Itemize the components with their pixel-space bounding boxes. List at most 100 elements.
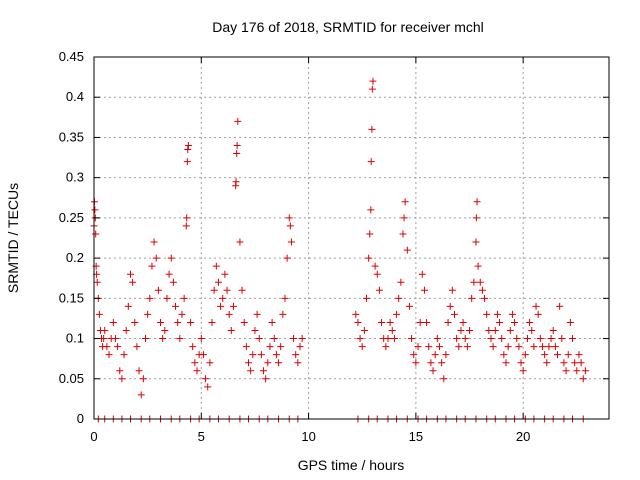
data-point [272,351,280,359]
data-point [489,343,497,351]
y-axis-label: SRMTID / TECUs [5,183,21,293]
data-point [290,335,298,343]
plot-frame [93,56,610,420]
data-point [223,286,231,294]
data-point [148,262,156,270]
data-point [378,318,386,326]
data-point [191,359,199,367]
data-point [154,286,162,294]
data-point [352,310,360,318]
chart-title: Day 176 of 2018, SRMTID for receiver mch… [212,19,484,35]
data-point [508,310,516,318]
y-axis-ticks: 0 0.05 0.1 0.15 0.2 0.25 0.3 0.35 0.4 0.45 [59,49,609,426]
data-point [560,359,568,367]
data-point [425,343,433,351]
data-point [410,351,418,359]
data-point [287,238,295,246]
data-point [172,302,180,310]
data-point [296,343,304,351]
data-point [551,343,559,351]
data-point [208,318,216,326]
data-point [233,141,241,149]
data-point [167,254,175,262]
data-point [152,254,160,262]
data-point [174,318,182,326]
data-point [504,343,512,351]
x-tick-label: 20 [516,429,530,444]
data-point [199,351,207,359]
data-point [416,318,424,326]
data-point [554,351,561,359]
y-tick-label: 0.35 [59,129,84,144]
data-point [183,214,191,222]
y-tick-label: 0.15 [59,290,84,305]
data-point [283,254,291,262]
data-point [556,302,564,310]
data-point [354,318,362,326]
data-point [547,335,555,343]
data-point [249,351,257,359]
data-point [176,335,184,343]
data-point [238,286,246,294]
data-point [400,214,408,222]
data-point [240,318,248,326]
data-point [285,214,293,222]
data-point [169,278,177,286]
data-point [538,343,546,351]
data-point [165,270,173,278]
data-point [292,351,300,359]
y-tick-label: 0 [77,411,84,426]
data-point [133,343,141,351]
data-point [468,294,476,302]
data-point [530,343,538,351]
y-tick-label: 0.45 [59,49,84,64]
data-point [146,294,154,302]
data-point [204,383,212,391]
data-point [435,343,443,351]
data-point [440,375,448,383]
data-point [144,310,152,318]
data-point [233,150,241,158]
data-point [519,367,527,375]
data-point [579,375,587,383]
data-point [277,343,285,351]
data-point [116,367,124,375]
data-point [511,318,519,326]
data-point [581,367,589,375]
data-point [139,375,147,383]
data-point [163,294,171,302]
data-point [403,246,411,254]
data-point [545,343,553,351]
data-point [367,206,375,214]
data-point [294,359,302,367]
data-point [373,270,381,278]
data-point [157,318,165,326]
data-point [281,294,289,302]
data-point [111,335,119,343]
data-point [481,294,489,302]
data-point [496,318,504,326]
data-point [210,286,218,294]
data-point [491,327,499,335]
data-point [92,230,100,238]
data-point [266,343,274,351]
data-point [446,302,454,310]
data-point [217,302,225,310]
data-point [569,335,577,343]
data-point [135,367,143,375]
data-point [455,343,463,351]
data-point [476,278,484,286]
data-point [470,278,478,286]
y-tick-label: 0.3 [66,170,84,185]
data-point [418,270,426,278]
data-point [500,351,508,359]
data-point [187,318,195,326]
data-point [109,318,117,326]
data-point [423,318,431,326]
data-point [451,310,458,318]
data-point [358,343,366,351]
data-point [122,327,130,335]
data-point [453,335,461,343]
data-point [549,327,557,335]
